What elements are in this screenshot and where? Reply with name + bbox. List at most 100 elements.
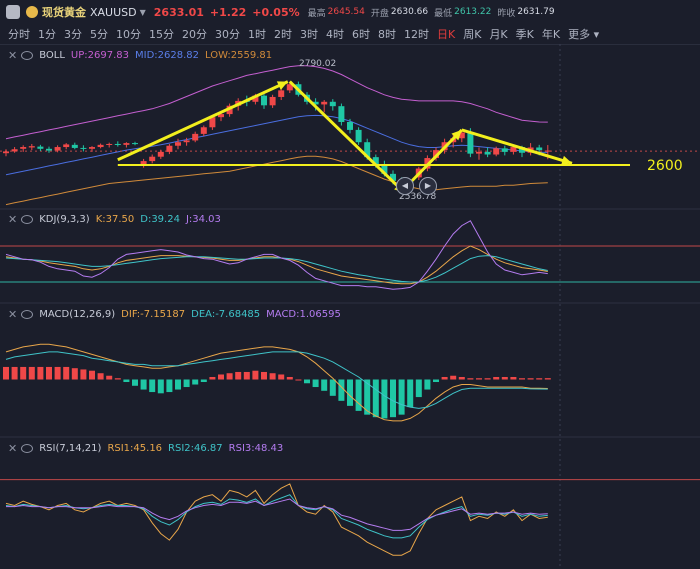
macd-value: MACD:1.06595	[266, 308, 341, 320]
macd-bar-50	[433, 379, 439, 383]
macd-bar-61	[527, 378, 534, 380]
timeframe-6[interactable]: 20分	[182, 28, 207, 41]
timeframe-20[interactable]: 更多 ▾	[568, 28, 600, 41]
trend-arrow-up-1-head	[276, 81, 288, 91]
candle-body-45	[390, 173, 396, 181]
candle-body-20	[175, 142, 181, 146]
timeframe-8[interactable]: 1时	[248, 28, 266, 41]
macd-bar-5	[46, 366, 52, 380]
candle-body-59	[510, 147, 517, 152]
timeframe-bar: 分时 1分 3分 5分 10分 15分 20分 30分 1时 2时 3时 4时 6时 8时 12时 日K 周K 月…	[0, 24, 700, 45]
timeframe-7[interactable]: 30分	[215, 28, 240, 41]
dropdown-icon[interactable]: ▼	[139, 7, 146, 17]
macd-bar-8	[71, 368, 78, 380]
macd-bar-52	[450, 375, 457, 380]
timeframe-11[interactable]: 4时	[326, 28, 344, 41]
macd-bar-58	[501, 376, 508, 380]
eye-icon[interactable]	[21, 309, 34, 319]
prev-close-label: 昨收	[497, 8, 516, 19]
macd-bar-11	[97, 373, 104, 380]
macd-bar-36	[312, 379, 319, 388]
timeframe-16[interactable]: 周K	[463, 28, 482, 41]
boll-up: UP:2697.83	[70, 49, 129, 61]
timeframe-2[interactable]: 3分	[64, 28, 82, 41]
next-icon[interactable]: ▶	[419, 177, 437, 195]
low-value: 2613.22	[454, 7, 492, 17]
macd-bar-21	[183, 379, 190, 388]
macd-bar-57	[493, 376, 500, 380]
candle-body-21	[183, 140, 190, 143]
timeframe-5[interactable]: 15分	[149, 28, 174, 41]
macd-bar-56	[484, 378, 491, 380]
rsi-RSI1-line	[5, 483, 548, 556]
candle-body-39	[338, 106, 345, 122]
timeframe-3[interactable]: 5分	[90, 28, 108, 41]
rsi-RSI3-line	[6, 498, 548, 531]
timeframe-10[interactable]: 3时	[300, 28, 318, 41]
candle-body-56	[484, 151, 491, 155]
macd-bar-20	[175, 379, 181, 390]
symbol-code[interactable]: XAUUSD	[90, 5, 137, 19]
timeframe-9[interactable]: 2时	[274, 28, 292, 41]
candle-body-36	[312, 101, 319, 105]
macd-bar-40	[347, 379, 353, 406]
macd-bar-18	[157, 379, 164, 394]
high-value: 2645.54	[327, 7, 365, 17]
last-price: 2633.01	[153, 5, 204, 19]
macd-bar-22	[192, 379, 199, 385]
trend-arrow-down-1	[288, 80, 406, 194]
timeframe-12[interactable]: 6时	[352, 28, 370, 41]
close-icon[interactable]: ✕	[8, 212, 18, 226]
macd-bar-27	[235, 371, 242, 380]
close-icon[interactable]: ✕	[8, 441, 18, 455]
candle-body-37	[321, 101, 328, 105]
rsi-3: RSI3:48.43	[228, 442, 284, 454]
open-label: 开盘	[370, 8, 389, 19]
candle-body-29	[252, 95, 259, 102]
timeframe-1[interactable]: 1分	[38, 28, 56, 41]
macd-bar-23	[200, 379, 207, 383]
trend-arrow-up-1	[117, 80, 289, 162]
close-icon[interactable]: ✕	[8, 307, 18, 321]
candle-body-44	[381, 164, 388, 174]
macd-bar-15	[132, 379, 138, 386]
macd-bar-39	[338, 379, 345, 401]
timeframe-0[interactable]: 分时	[8, 28, 30, 41]
symbol-name[interactable]: 现货黄金	[42, 6, 86, 19]
candle-body-41	[355, 129, 362, 143]
timeframe-13[interactable]: 8时	[378, 28, 396, 41]
low-mark-label: 2536.78	[399, 192, 437, 202]
macd-bar-45	[390, 379, 396, 418]
prev-icon[interactable]: ◀	[396, 177, 414, 195]
candle-body-58	[501, 148, 508, 152]
eye-icon[interactable]	[21, 443, 34, 453]
close-icon[interactable]: ✕	[8, 48, 18, 62]
timeframe-15[interactable]: 日K	[437, 28, 456, 41]
macd-bar-51	[441, 376, 448, 380]
timeframe-4[interactable]: 10分	[116, 28, 141, 41]
rsi-RSI2-line	[5, 494, 548, 539]
candle-body-13	[114, 143, 121, 145]
timeframe-14[interactable]: 12时	[404, 28, 429, 41]
candle-body-23	[200, 127, 207, 134]
macd-name: MACD(12,26,9)	[39, 308, 116, 320]
macd-bar-41	[355, 379, 362, 411]
timeframe-19[interactable]: 年K	[541, 28, 561, 41]
candle-body-53	[458, 132, 465, 139]
candle-body-6	[54, 147, 61, 151]
macd-bar-2	[20, 366, 27, 380]
candle-body-16	[140, 161, 147, 166]
candle-body-38	[329, 101, 336, 107]
macd-bar-55	[476, 378, 482, 380]
macd-bar-47	[407, 379, 414, 408]
eye-icon[interactable]	[21, 50, 34, 60]
boll-up-line	[5, 65, 548, 140]
macd-bar-38	[329, 379, 336, 396]
timeframe-17[interactable]: 月K	[489, 28, 508, 41]
menu-icon[interactable]	[6, 5, 20, 19]
timeframe-18[interactable]: 季K	[515, 28, 534, 41]
eye-icon[interactable]	[21, 214, 34, 224]
macd-bar-35	[304, 379, 310, 384]
macd-bar-1	[11, 366, 18, 380]
candle-body-8	[71, 144, 78, 148]
